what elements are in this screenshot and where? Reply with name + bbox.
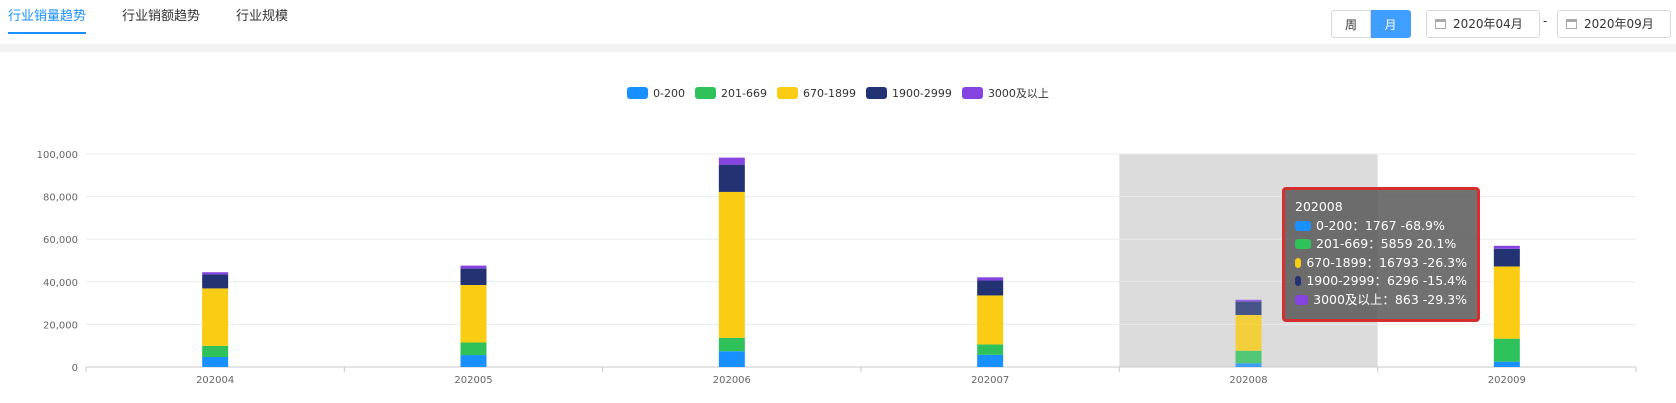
x-tick-label: 202006 [713, 375, 751, 386]
legend-swatch [627, 87, 649, 99]
bar-segment [977, 344, 1004, 355]
bar-segment [1235, 363, 1262, 367]
bar-segment [202, 274, 229, 289]
x-tick-label: 202004 [196, 375, 234, 386]
bar-segment [718, 191, 745, 338]
bar-segment [1493, 245, 1520, 249]
tooltip-row: 670-1899：16793 -26.3% [1295, 254, 1467, 273]
bar-segment [977, 354, 1004, 367]
bar-segment [1235, 299, 1262, 302]
bar-segment [1493, 266, 1520, 339]
legend-swatch [961, 87, 983, 99]
x-tick-label: 202008 [1229, 375, 1267, 386]
bar-segment [202, 288, 229, 346]
legend-item-0-200[interactable]: 0-200 [627, 87, 685, 100]
legend-label: 670-1899 [803, 86, 856, 100]
x-tick-label: 202007 [971, 375, 1009, 386]
tooltip-swatch [1295, 257, 1302, 268]
tooltip-row-text: 201-669：5859 20.1% [1316, 236, 1457, 251]
start-date-value: 2020年04月 [1453, 17, 1523, 31]
bar-segment [460, 284, 487, 343]
bar-segment [460, 265, 487, 269]
chart-legend: 0-200 201-669 670-1899 1900-2999 3000及以上 [0, 85, 1676, 101]
tab-bar: 行业销量趋势 行业销额趋势 行业规模 [0, 0, 324, 38]
legend-swatch [695, 87, 717, 99]
bar-segment [718, 351, 745, 367]
tooltip-row: 201-669：5859 20.1% [1295, 235, 1467, 254]
section-divider [0, 44, 1676, 52]
legend-item-1900-2999[interactable]: 1900-2999 [865, 86, 952, 100]
tooltip-row-text: 670-1899：16793 -26.3% [1306, 254, 1467, 270]
x-tick-label: 202005 [454, 375, 492, 386]
week-button[interactable]: 周 [1331, 10, 1371, 38]
y-tick-label: 0 [72, 363, 78, 374]
tooltip-row-text: 3000及以上：863 -29.3% [1313, 291, 1467, 307]
bar-segment [977, 277, 1004, 281]
tooltip-row: 3000及以上：863 -29.3% [1295, 291, 1467, 310]
y-tick-label: 80,000 [43, 193, 78, 204]
bar-segment [202, 356, 229, 367]
tab-industry-scale[interactable]: 行业规模 [236, 9, 289, 24]
legend-item-670-1899[interactable]: 670-1899 [777, 87, 856, 100]
tooltip-row: 1900-2999：6296 -15.4% [1295, 272, 1467, 291]
chart-tooltip: 202008 0-200：1767 -68.9% 201-669：5859 20… [1282, 187, 1480, 322]
tooltip-swatch [1295, 220, 1311, 231]
bar-segment [718, 164, 745, 192]
legend-item-201-669[interactable]: 201-669 [695, 87, 767, 100]
bar-segment [202, 272, 229, 275]
bar-segment [1493, 361, 1520, 367]
tooltip-row: 0-200：1767 -68.9% [1295, 217, 1467, 236]
legend-label: 201-669 [721, 86, 767, 100]
bar-segment [202, 345, 229, 357]
start-date-picker[interactable]: 2020年04月 [1426, 10, 1540, 38]
tooltip-title: 202008 [1295, 199, 1343, 214]
x-tick-label: 202009 [1488, 375, 1526, 386]
end-date-picker[interactable]: 2020年09月 [1557, 10, 1671, 38]
y-tick-label: 20,000 [43, 320, 78, 331]
calendar-icon [1566, 19, 1577, 29]
month-button[interactable]: 月 [1371, 10, 1411, 38]
bar-segment [460, 268, 487, 285]
y-tick-label: 100,000 [37, 150, 78, 161]
date-separator: - [1543, 14, 1548, 28]
legend-item-3000-plus[interactable]: 3000及以上 [961, 85, 1049, 101]
legend-label: 1900-2999 [891, 86, 952, 100]
y-tick-label: 40,000 [43, 278, 78, 289]
legend-swatch [777, 87, 798, 99]
tooltip-row-text: 1900-2999：6296 -15.4% [1306, 273, 1467, 288]
bar-segment [1235, 350, 1262, 364]
bar-segment [1493, 248, 1520, 267]
bar-segment [1235, 301, 1262, 315]
tab-sales-volume-trend[interactable]: 行业销量趋势 [8, 0, 87, 34]
bar-segment [460, 342, 487, 356]
tab-sales-amount-trend[interactable]: 行业销额趋势 [122, 9, 201, 24]
bar-segment [1493, 338, 1520, 362]
bar-segment [718, 337, 745, 352]
tooltip-row-text: 0-200：1767 -68.9% [1316, 217, 1445, 233]
bar-segment [718, 157, 745, 165]
bar-segment [977, 295, 1004, 345]
bar-segment [1235, 314, 1262, 351]
bar-segment [460, 355, 487, 367]
end-date-value: 2020年09月 [1584, 17, 1654, 31]
y-tick-label: 60,000 [43, 235, 78, 246]
tooltip-swatch [1295, 276, 1302, 287]
legend-label: 3000及以上 [987, 87, 1049, 100]
calendar-icon [1435, 19, 1446, 29]
legend-swatch [865, 87, 887, 99]
legend-label: 0-200 [653, 86, 686, 100]
tooltip-swatch [1295, 294, 1309, 305]
period-toggle: 周 月 [1331, 10, 1411, 38]
tooltip-swatch [1295, 239, 1311, 250]
bar-segment [977, 280, 1004, 296]
